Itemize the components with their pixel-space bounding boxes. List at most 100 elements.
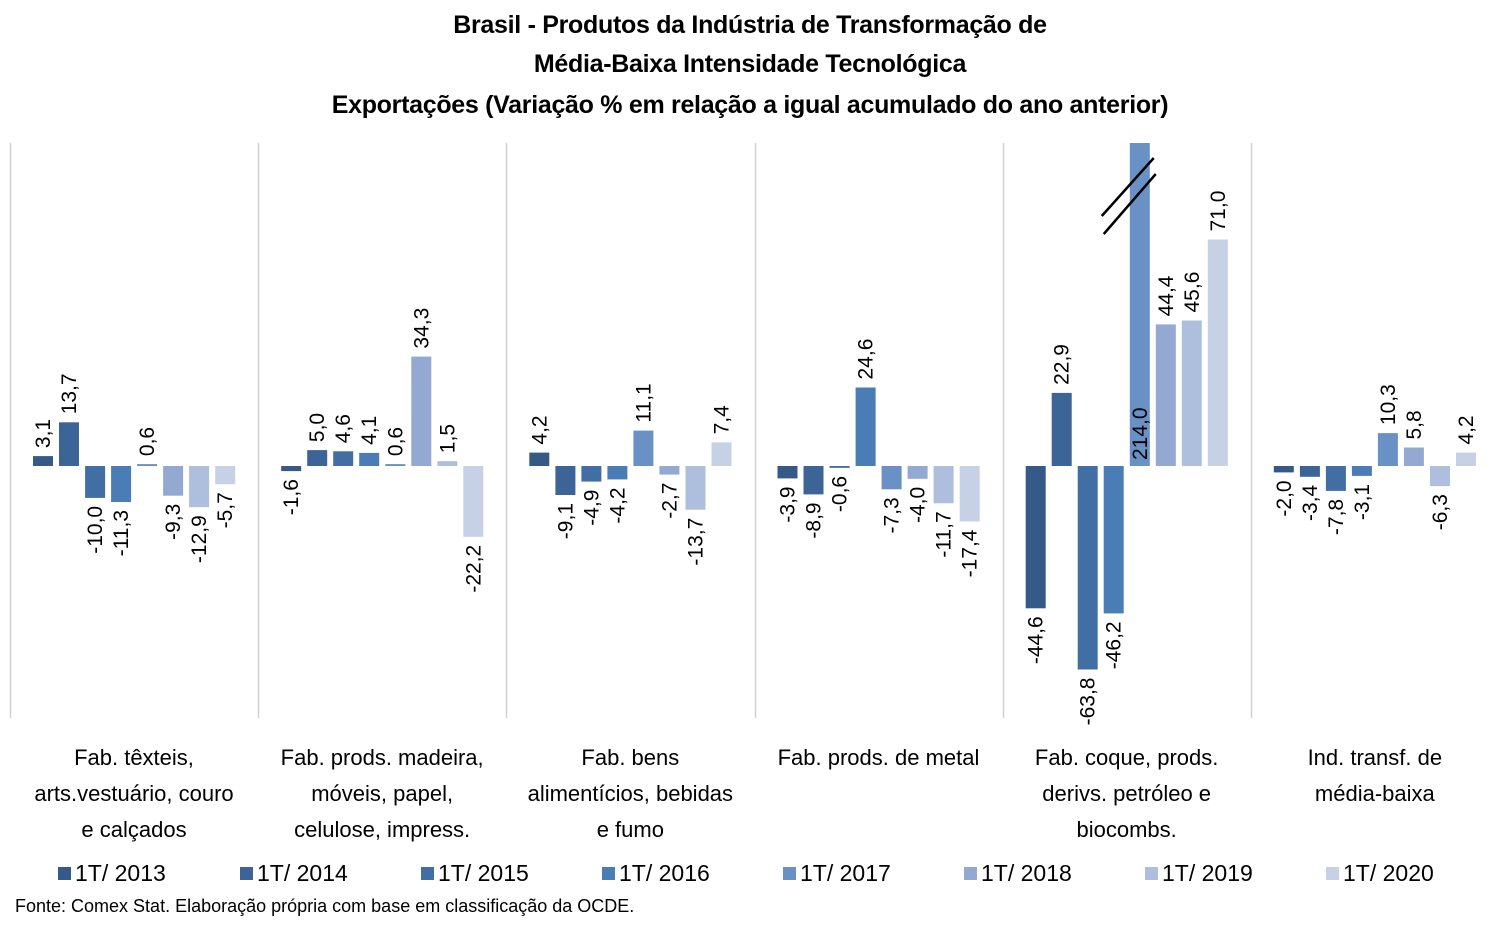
data-label: -7,8 bbox=[1325, 499, 1348, 535]
bar bbox=[1077, 466, 1098, 670]
bar bbox=[189, 466, 210, 508]
chart-title-line-1: Brasil - Produtos da Indústria de Transf… bbox=[453, 11, 1047, 39]
bar bbox=[281, 466, 302, 472]
data-label: -2,0 bbox=[1273, 480, 1296, 516]
category-label-line: e fumo bbox=[596, 817, 664, 842]
data-label: 4,6 bbox=[332, 414, 355, 443]
legend-swatch bbox=[783, 866, 796, 880]
data-label: -63,8 bbox=[1077, 678, 1100, 726]
data-label: 3,1 bbox=[32, 419, 55, 448]
legend-label: 1T/ 2017 bbox=[800, 860, 891, 886]
category-label-line: Ind. transf. de bbox=[1307, 745, 1443, 770]
legend-item: 1T/ 2017 bbox=[783, 856, 891, 890]
legend-item: 1T/ 2014 bbox=[240, 856, 348, 890]
data-label: 71,0 bbox=[1207, 191, 1230, 232]
data-label: -44,6 bbox=[1025, 616, 1048, 664]
legend-swatch bbox=[58, 866, 71, 880]
bar bbox=[607, 466, 628, 480]
bar bbox=[803, 466, 824, 495]
data-label: 34,3 bbox=[410, 308, 433, 349]
category-label-line: alimentícios, bebidas bbox=[527, 781, 734, 806]
category-label: Fab. prods. de metal bbox=[755, 740, 1003, 776]
category-label-line: média-baixa bbox=[1314, 781, 1435, 806]
data-label: 11,1 bbox=[632, 383, 655, 422]
data-label: 5,0 bbox=[306, 413, 329, 442]
data-label: -3,1 bbox=[1351, 484, 1374, 520]
bar-chart: 3,1 -1,6 4,2 -3,9 -44,6 -2,0 13,7 5,0 -9,1 -8,9 22… bbox=[9, 143, 1478, 726]
bar bbox=[1403, 447, 1424, 466]
chart-title-line-2: Média-Baixa Intensidade Tecnológica bbox=[533, 50, 967, 78]
category-label-line: Fab. coque, prods. bbox=[1034, 745, 1219, 770]
bar bbox=[215, 466, 236, 485]
bar bbox=[555, 466, 576, 495]
category-label-line: arts.vestuário, couro bbox=[34, 781, 234, 806]
legend-label: 1T/ 2019 bbox=[1162, 860, 1253, 886]
bar bbox=[33, 456, 53, 466]
data-label: -4,2 bbox=[606, 487, 629, 523]
bar bbox=[137, 464, 158, 466]
bar bbox=[1025, 466, 1046, 609]
legend-swatch bbox=[964, 866, 977, 880]
data-label: -2,7 bbox=[658, 483, 681, 519]
data-label: -7,3 bbox=[881, 497, 904, 533]
data-label: 44,4 bbox=[1155, 275, 1178, 316]
data-label: 5,8 bbox=[1403, 410, 1426, 439]
axis-break-mark bbox=[1102, 173, 1157, 235]
bar bbox=[163, 466, 184, 496]
data-label: 22,9 bbox=[1051, 344, 1074, 385]
bar bbox=[829, 466, 850, 468]
bar bbox=[307, 450, 328, 466]
data-label: -46,2 bbox=[1103, 621, 1126, 669]
bar bbox=[1325, 466, 1346, 491]
bar bbox=[685, 466, 706, 510]
bar bbox=[633, 430, 654, 466]
data-label: -10,0 bbox=[84, 506, 107, 554]
bar bbox=[581, 466, 602, 482]
data-label: -0,6 bbox=[829, 476, 852, 512]
category-label-line: Fab. bens bbox=[581, 745, 680, 770]
bar bbox=[385, 464, 406, 466]
legend-label: 1T/ 2014 bbox=[257, 860, 348, 886]
bar bbox=[437, 461, 458, 466]
data-label: -3,9 bbox=[777, 486, 800, 522]
chart-title-line-3: Exportações (Variação % em relação a igu… bbox=[331, 91, 1169, 119]
category-label: Ind. transf. de média-baixa bbox=[1251, 740, 1499, 812]
legend-swatch bbox=[1145, 866, 1158, 880]
data-label: -4,0 bbox=[907, 487, 930, 523]
legend-swatch bbox=[240, 866, 253, 880]
data-label: -6,3 bbox=[1429, 494, 1452, 530]
bar bbox=[1273, 466, 1294, 473]
legend-item: 1T/ 2020 bbox=[1326, 856, 1434, 890]
category-label-line: móveis, papel, bbox=[311, 781, 454, 806]
bar bbox=[1430, 466, 1450, 487]
data-label: -5,7 bbox=[214, 492, 237, 528]
source-note: Fonte: Comex Stat. Elaboração própria co… bbox=[15, 896, 635, 916]
bar bbox=[359, 452, 380, 466]
data-label: -9,1 bbox=[554, 503, 577, 539]
category-label: Fab. prods. madeira, móveis, papel, celulo… bbox=[258, 740, 506, 848]
legend-label: 1T/ 2016 bbox=[619, 860, 710, 886]
data-label: -9,3 bbox=[162, 504, 185, 540]
category-label: Fab. têxteis, arts.vestuário, couro e calç… bbox=[10, 740, 258, 848]
bar bbox=[529, 452, 550, 466]
bar bbox=[881, 466, 902, 490]
bar bbox=[1129, 143, 1150, 466]
legend-item: 1T/ 2013 bbox=[58, 856, 166, 890]
bar bbox=[855, 387, 876, 466]
legend-swatch bbox=[1326, 866, 1339, 880]
bar bbox=[111, 466, 132, 502]
bar bbox=[959, 466, 980, 522]
bar bbox=[1351, 466, 1372, 476]
data-label: 45,6 bbox=[1181, 272, 1204, 313]
bar bbox=[1207, 239, 1228, 466]
category-label-line: biocombs. bbox=[1076, 817, 1177, 842]
bar bbox=[1377, 433, 1398, 466]
bar bbox=[1103, 466, 1124, 614]
bar bbox=[463, 466, 484, 537]
bar bbox=[1181, 320, 1202, 466]
data-label: 13,7 bbox=[58, 373, 81, 414]
data-label: -8,9 bbox=[803, 502, 826, 538]
legend: 1T/ 2013 1T/ 2014 1T/ 2015 1T/ 2016 1T/ 2017… bbox=[0, 856, 1500, 890]
category-label-line: celulose, impress. bbox=[294, 817, 471, 842]
data-label: -11,7 bbox=[933, 511, 956, 557]
